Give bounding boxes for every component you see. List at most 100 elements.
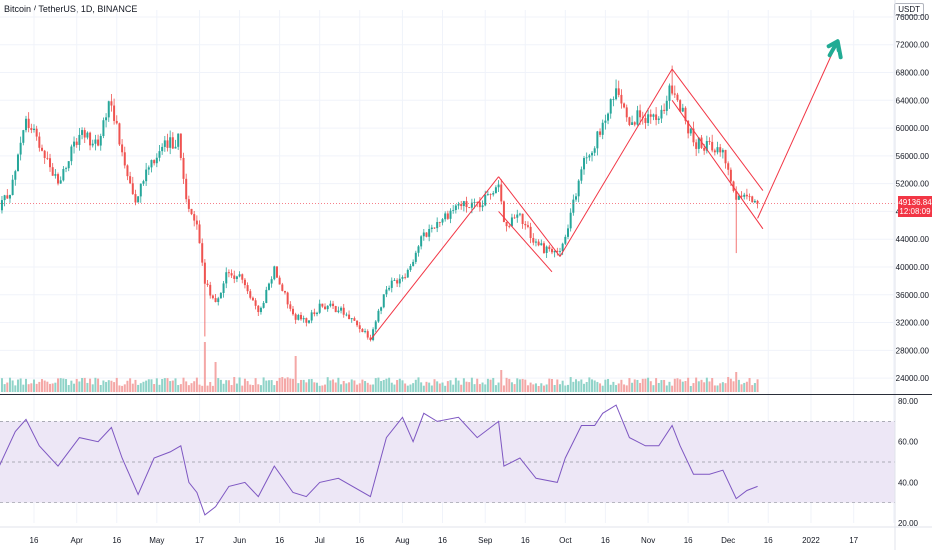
candle-body	[724, 149, 727, 164]
symbol-title[interactable]: Bitcoin / TetherUS, 1D, BINANCE	[4, 4, 138, 14]
candle-body	[310, 312, 313, 321]
volume-bar	[494, 385, 497, 392]
volume-bar	[8, 377, 11, 392]
candle-body	[548, 246, 551, 250]
candle-body	[713, 150, 716, 153]
candle-body	[623, 103, 626, 108]
volume-bar	[673, 378, 676, 392]
candle-body	[73, 141, 76, 147]
candle-body	[625, 107, 628, 118]
candle-body	[508, 226, 511, 227]
candle-body	[660, 109, 663, 119]
candle-body	[655, 114, 658, 120]
candle-body	[644, 118, 647, 123]
candle-body	[649, 114, 652, 117]
axis-labels: 24000.00 28000.00 32000.00 36000.00 40000.00…	[30, 13, 930, 545]
candle-body	[484, 194, 487, 206]
volume-bar	[737, 379, 740, 392]
volume-bar	[75, 378, 78, 392]
candle-body	[281, 284, 284, 291]
volume-bar	[86, 382, 89, 392]
candle-body	[489, 194, 492, 195]
candle-body	[542, 243, 545, 253]
volume-bar	[558, 384, 561, 392]
candle-body	[398, 278, 401, 284]
volume-bar	[484, 384, 487, 392]
time-tick-label: 16	[355, 536, 364, 545]
volume-bar	[537, 385, 540, 392]
candle-body	[150, 160, 153, 168]
volume-bar	[177, 385, 180, 392]
volume-bar	[59, 378, 62, 392]
candle-body	[476, 202, 479, 203]
candle-body	[372, 329, 375, 341]
volume-bar	[235, 383, 238, 392]
candle-body	[302, 318, 305, 320]
candle-body	[361, 328, 364, 333]
candle-body	[449, 210, 452, 219]
candle-body	[222, 283, 225, 294]
volume-bar	[281, 377, 284, 392]
candle-body	[404, 277, 407, 278]
candle-body	[332, 303, 335, 307]
volume-bar	[201, 385, 204, 392]
candle-body	[414, 252, 417, 262]
candle-body	[35, 128, 38, 137]
volume-bar	[332, 379, 335, 392]
volume-bar	[553, 384, 556, 392]
volume-bar	[265, 380, 268, 392]
candle-body	[131, 183, 134, 195]
candle-body	[406, 269, 409, 278]
candle-body	[577, 180, 580, 197]
candle-body	[452, 210, 455, 211]
candle-body	[575, 196, 578, 200]
time-tick-label: Sep	[478, 536, 493, 545]
volume-bar	[417, 377, 420, 392]
candle-body	[155, 157, 158, 164]
volume-bar	[486, 378, 489, 392]
volume-bar	[647, 377, 650, 392]
volume-bar	[625, 385, 628, 392]
candle-body	[54, 174, 57, 176]
volume-bar	[409, 384, 412, 392]
volume-bar	[398, 378, 401, 392]
candle-body	[593, 148, 596, 153]
volume-bar	[225, 380, 228, 392]
volume-bar	[206, 385, 209, 392]
volume-bar	[521, 378, 524, 392]
volume-bar	[679, 379, 682, 392]
candle-body	[711, 141, 714, 151]
candle-body	[673, 93, 676, 95]
volume-bar	[388, 377, 391, 392]
candle-body	[233, 275, 236, 279]
volume-bar	[217, 378, 220, 392]
volume-bar	[305, 382, 308, 392]
volume-bar	[460, 384, 463, 392]
volume-bar	[425, 381, 428, 392]
candle-body	[171, 137, 174, 149]
candle-body	[390, 280, 393, 288]
volume-bar	[118, 385, 121, 392]
price-tick-label: 40000.00	[896, 263, 930, 272]
volume-bar	[0, 378, 3, 392]
candle-body	[115, 120, 118, 124]
candle-body	[604, 120, 607, 123]
volume-bar	[396, 380, 399, 392]
rsi-tick-label: 40.00	[898, 478, 919, 487]
volume-bar	[310, 378, 313, 392]
price-tick-label: 32000.00	[896, 319, 930, 328]
volume-bar	[729, 378, 732, 392]
candle-body	[436, 222, 439, 229]
volume-bar	[401, 380, 404, 392]
candle-body	[513, 217, 516, 219]
candle-body	[647, 114, 650, 123]
volume-bar	[361, 379, 364, 392]
rsi-band	[0, 421, 895, 504]
volume-bar	[166, 378, 169, 392]
candle-body	[337, 310, 340, 313]
price-tick-label: 76000.00	[896, 13, 930, 22]
volume-bar	[182, 377, 185, 392]
volume-bar	[153, 384, 156, 392]
candle-body	[217, 298, 220, 303]
